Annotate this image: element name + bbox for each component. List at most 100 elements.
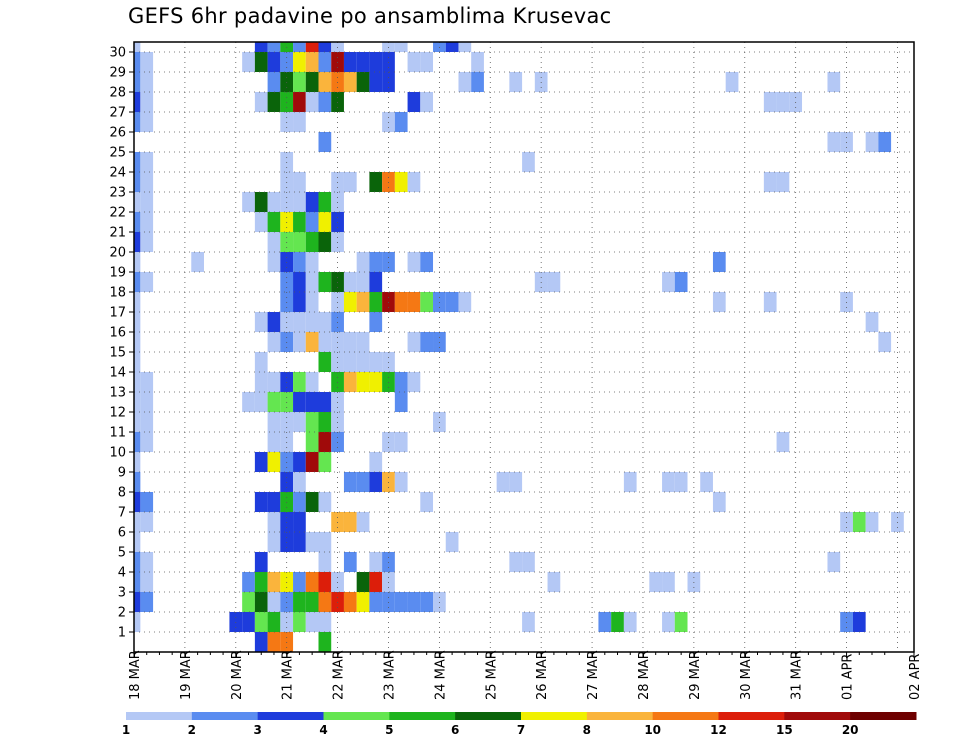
heatmap-cell (134, 292, 141, 312)
colorbar-swatch (521, 712, 588, 720)
heatmap-cell (305, 52, 319, 72)
heatmap-cell (134, 432, 141, 452)
heatmap-cell (343, 172, 357, 192)
x-tick-label: 24 MAR (433, 650, 448, 700)
axis-ticks: 1234567891011121314151617181920212223242… (109, 46, 923, 701)
y-tick-label: 20 (109, 246, 126, 261)
heatmap-cell (356, 512, 370, 532)
heatmap-cell (140, 412, 154, 432)
heatmap-cell (318, 52, 332, 72)
heatmap-cell (343, 472, 357, 492)
heatmap-cell (293, 592, 306, 612)
heatmap-cell (343, 512, 357, 532)
heatmap-cell (242, 192, 255, 212)
heatmap-cell (394, 172, 408, 192)
heatmap-cell (134, 552, 141, 572)
x-tick-label: 23 MAR (382, 650, 397, 700)
plot-frame (133, 41, 915, 653)
heatmap-cell (369, 252, 383, 272)
heatmap-cell (369, 52, 383, 72)
heatmap-cell (293, 52, 306, 72)
heatmap-cell (305, 42, 319, 52)
heatmap-cell (471, 72, 484, 92)
colorbar-label: 2 (188, 723, 196, 737)
heatmap-cell (267, 432, 281, 452)
y-tick-label: 18 (109, 286, 126, 301)
heatmap-cell (305, 492, 319, 512)
heatmap-cell (134, 252, 141, 272)
heatmap-cell (267, 252, 281, 272)
heatmap-cell (254, 572, 268, 592)
heatmap-cell (420, 492, 434, 512)
heatmap-cell (420, 52, 434, 72)
heatmap-cell (369, 472, 383, 492)
heatmap-cell (267, 372, 281, 392)
heatmap-cell (623, 472, 637, 492)
heatmap-cell (509, 472, 523, 492)
heatmap-cell (293, 372, 306, 392)
heatmap-cell (140, 172, 154, 192)
heatmap-cell (267, 232, 281, 252)
colorbar-swatch (718, 712, 785, 720)
heatmap-cell (267, 392, 281, 412)
heatmap-cell (369, 312, 383, 332)
heatmap-cell (420, 592, 434, 612)
heatmap-cell (662, 612, 675, 632)
colorbar-label: 12 (710, 723, 727, 737)
heatmap-cell (305, 412, 319, 432)
heatmap-cell (140, 372, 154, 392)
heatmap-cell (305, 452, 319, 472)
heatmap-cell (140, 592, 154, 612)
heatmap-cell (293, 212, 306, 232)
heatmap-cell (369, 372, 383, 392)
heatmap-cell (140, 92, 154, 112)
heatmap-cell (865, 132, 879, 152)
heatmap-cell (318, 412, 332, 432)
heatmap-cell (394, 372, 408, 392)
colorbar-label: 7 (517, 723, 525, 737)
heatmap-cell (712, 252, 726, 272)
heatmap-cell (305, 532, 319, 552)
y-tick-label: 22 (109, 206, 126, 221)
grid-lines (134, 42, 914, 652)
heatmap-cell (140, 112, 154, 132)
y-tick-label: 17 (109, 306, 126, 321)
heatmap-cell (254, 552, 268, 572)
heatmap-cell (267, 92, 281, 112)
heatmap-cell (369, 592, 383, 612)
y-tick-label: 15 (109, 346, 126, 361)
heatmap-cell (305, 192, 319, 212)
y-tick-label: 2 (118, 606, 126, 621)
heatmap-cell (318, 132, 332, 152)
heatmap-cell (407, 52, 421, 72)
heatmap-cell (305, 372, 319, 392)
heatmap-cell (267, 452, 281, 472)
heatmap-cell (623, 612, 637, 632)
heatmap-cell (598, 612, 612, 632)
heatmap-cell (776, 172, 790, 192)
heatmap-cell (343, 272, 357, 292)
y-tick-label: 8 (118, 486, 126, 501)
heatmap-cell (369, 572, 383, 592)
heatmap-cell (369, 292, 383, 312)
heatmap-cell (254, 212, 268, 232)
heatmap-cell (318, 452, 332, 472)
x-tick-label: 25 MAR (484, 650, 499, 700)
heatmap-cell (318, 312, 332, 332)
heatmap-cell (267, 532, 281, 552)
heatmap-cell (134, 512, 141, 532)
heatmap-cell (140, 512, 154, 532)
heatmap-cell (293, 472, 306, 492)
heatmap-cell (369, 452, 383, 472)
y-tick-label: 5 (118, 546, 126, 561)
heatmap-cell (293, 72, 306, 92)
heatmap-cell (293, 172, 306, 192)
heatmap-cell (140, 392, 154, 412)
heatmap-cell (254, 492, 268, 512)
heatmap-cell (420, 252, 434, 272)
heatmap-cell (140, 432, 154, 452)
heatmap-cell (522, 612, 535, 632)
heatmap-cell (305, 92, 319, 112)
heatmap-cell (140, 192, 154, 212)
y-tick-label: 25 (109, 146, 126, 161)
